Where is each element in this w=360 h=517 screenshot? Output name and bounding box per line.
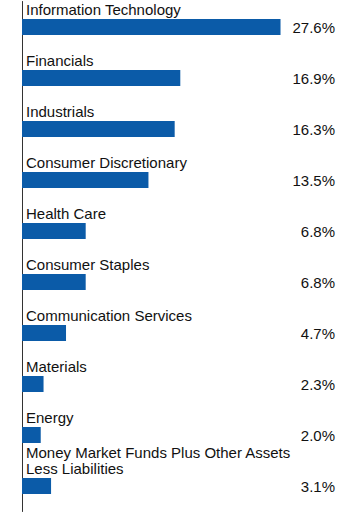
svg-text:Consumer Staples: Consumer Staples bbox=[26, 256, 149, 273]
svg-text:Financials: Financials bbox=[26, 52, 94, 69]
svg-text:13.5%: 13.5% bbox=[292, 172, 335, 189]
svg-text:Energy: Energy bbox=[26, 409, 74, 426]
svg-text:Health Care: Health Care bbox=[26, 205, 106, 222]
svg-text:Information Technology: Information Technology bbox=[26, 1, 181, 18]
svg-text:Less Liabilities: Less Liabilities bbox=[26, 460, 124, 477]
svg-text:Money Market Funds Plus Other: Money Market Funds Plus Other Assets bbox=[26, 444, 294, 461]
svg-text:2.0%: 2.0% bbox=[301, 427, 335, 444]
svg-text:3.1%: 3.1% bbox=[301, 478, 335, 495]
svg-text:Industrials: Industrials bbox=[26, 103, 94, 120]
svg-text:16.3%: 16.3% bbox=[292, 121, 335, 138]
svg-text:27.6%: 27.6% bbox=[292, 19, 335, 36]
svg-text:6.8%: 6.8% bbox=[301, 223, 335, 240]
svg-text:Communication Services: Communication Services bbox=[26, 307, 192, 324]
svg-text:Consumer Discretionary: Consumer Discretionary bbox=[26, 154, 187, 171]
svg-text:6.8%: 6.8% bbox=[301, 274, 335, 291]
svg-text:Materials: Materials bbox=[26, 358, 87, 375]
svg-text:4.7%: 4.7% bbox=[301, 325, 335, 342]
svg-text:16.9%: 16.9% bbox=[292, 70, 335, 87]
svg-text:2.3%: 2.3% bbox=[301, 376, 335, 393]
